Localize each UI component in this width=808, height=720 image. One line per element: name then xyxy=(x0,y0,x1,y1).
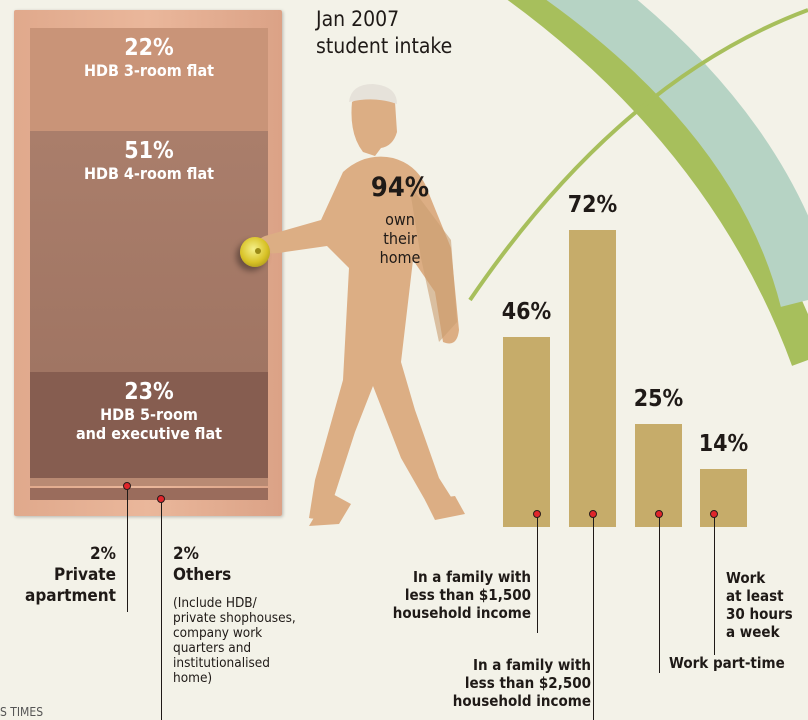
bar-leader-line-3 xyxy=(659,514,660,673)
student-bag xyxy=(409,184,457,342)
private-apartment-label-1: Private xyxy=(54,565,116,585)
others-note-3: company work xyxy=(173,625,263,641)
segment-4-room-label: HDB 4-room flat xyxy=(83,164,215,183)
others-note-5: institutionalised xyxy=(173,655,270,671)
own-home-pct: 94% xyxy=(370,172,430,203)
others-note-1: (Include HDB/ xyxy=(173,595,257,611)
bar-leader-line-1 xyxy=(537,514,538,633)
bar-category-label-4-line-4: a week xyxy=(726,623,780,641)
arc-teal xyxy=(546,0,808,308)
segment-5-room-pct: 23% xyxy=(124,379,174,405)
bar-4 xyxy=(700,469,747,527)
bar-category-label-4: Work at least 30 hours a week xyxy=(726,569,793,641)
segment-hdb-3-room: 22% HDB 3-room flat xyxy=(30,28,268,131)
segment-private-apartment xyxy=(30,478,268,486)
door: 22% HDB 3-room flat 51% HDB 4-room flat … xyxy=(14,10,282,516)
others-title: Others xyxy=(173,565,232,585)
private-apartment-label: 2% Private apartment xyxy=(20,544,116,607)
intake-line-2: student intake xyxy=(316,34,453,58)
source-credit: S TIMES xyxy=(0,705,44,719)
bar-value-label-2: 72% xyxy=(567,192,618,219)
bar-category-label-3-line-1: Work part-time xyxy=(669,654,785,672)
bar-leader-dot-3 xyxy=(655,510,663,518)
others-label: 2% Others xyxy=(173,544,231,586)
bar-leader-dot-1 xyxy=(533,510,541,518)
others-note-2: private shophouses, xyxy=(173,610,296,626)
bar-category-label-2: In a family with less than $2,500 househol… xyxy=(453,656,591,710)
bar-category-label-1-line-2: less than $1,500 xyxy=(404,586,531,604)
segment-4-room-pct: 51% xyxy=(124,138,174,164)
bar-category-label-3: Work part-time xyxy=(669,654,785,672)
segment-hdb-5-room: 23% HDB 5-room and executive flat xyxy=(30,372,268,478)
segment-5-room-label-2: and executive flat xyxy=(75,424,223,443)
bar-category-label-1: In a family with less than $1,500 househol… xyxy=(393,568,531,622)
arc-thin-green xyxy=(468,8,808,302)
bar-leader-dot-4 xyxy=(710,510,718,518)
segment-3-room-label: HDB 3-room flat xyxy=(83,61,215,80)
others-pct: 2% xyxy=(173,544,199,564)
intake-title: Jan 2007 student intake xyxy=(316,6,452,60)
bar-category-label-4-line-1: Work xyxy=(726,569,766,587)
own-home-label-1: own xyxy=(385,210,415,229)
bar-leader-line-2 xyxy=(593,514,594,720)
segment-hdb-4-room: 51% HDB 4-room flat xyxy=(30,131,268,372)
segment-3-room-pct: 22% xyxy=(124,35,174,61)
others-note-4: quarters and xyxy=(173,640,252,656)
private-apartment-label-2: apartment xyxy=(25,586,116,606)
private-apartment-pct: 2% xyxy=(90,544,116,564)
own-home-label-3: home xyxy=(379,248,421,267)
bar-leader-dot-2 xyxy=(589,510,597,518)
segment-5-room-label-1: HDB 5-room xyxy=(100,405,198,424)
bar-category-label-1-line-1: In a family with xyxy=(412,568,531,586)
bar-category-label-4-line-3: 30 hours xyxy=(726,605,793,623)
others-leader-dot xyxy=(157,495,165,503)
segment-others xyxy=(30,488,268,500)
bar-3 xyxy=(635,424,682,527)
bar-category-label-1-line-3: household income xyxy=(392,604,531,622)
intake-line-1: Jan 2007 xyxy=(316,7,400,31)
bar-value-label-4: 14% xyxy=(698,431,749,458)
bar-leader-line-4 xyxy=(714,514,715,655)
own-home-label-2: their xyxy=(383,229,417,248)
private-leader-line xyxy=(127,486,128,612)
bar-1 xyxy=(503,337,550,527)
private-leader-dot xyxy=(123,482,131,490)
others-leader-line xyxy=(161,499,162,720)
own-home-label: own their home xyxy=(360,210,440,267)
bar-category-label-2-line-3: household income xyxy=(452,692,591,710)
door-knob xyxy=(240,237,270,267)
student-silhouette xyxy=(256,84,465,526)
bar-category-label-4-line-2: at least xyxy=(726,587,784,605)
bar-category-label-2-line-2: less than $2,500 xyxy=(464,674,591,692)
bar-value-label-3: 25% xyxy=(633,386,684,412)
student-cap xyxy=(349,84,397,104)
bar-2 xyxy=(569,230,616,527)
bar-value-label-1: 46% xyxy=(501,299,552,326)
others-note-6: home) xyxy=(173,670,213,686)
bar-category-label-2-line-1: In a family with xyxy=(472,656,591,674)
others-note: (Include HDB/ private shophouses, compan… xyxy=(173,596,323,686)
